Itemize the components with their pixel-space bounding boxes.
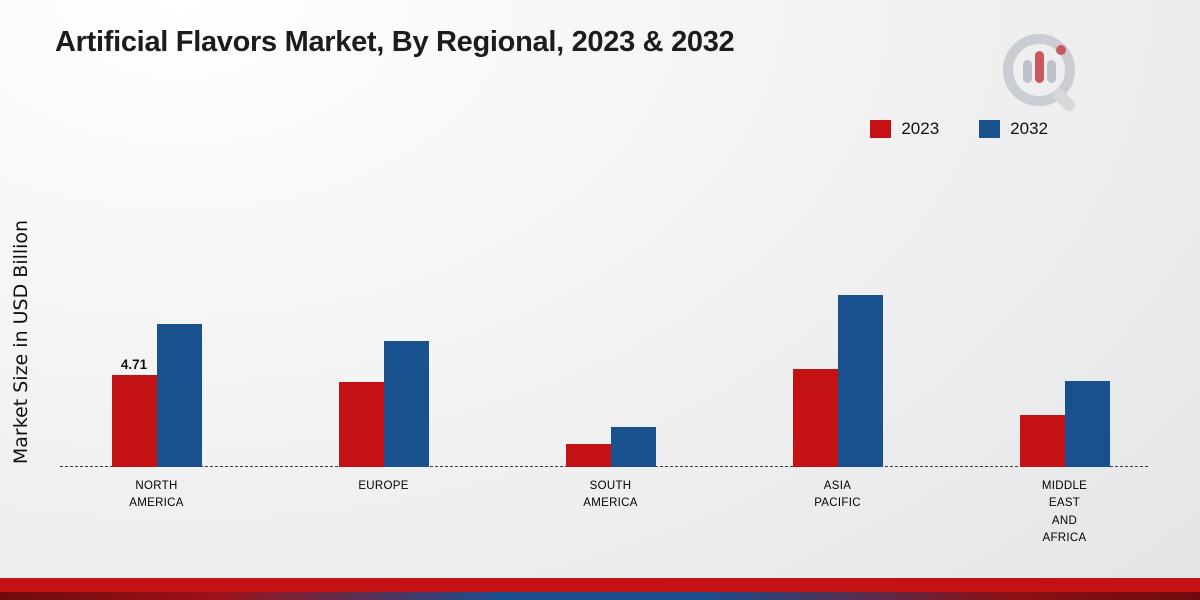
legend-item-2023: 2023 (870, 119, 939, 139)
legend-swatch-2032 (979, 120, 1001, 138)
footer-red-band (0, 578, 1200, 592)
value-label: 4.71 (120, 357, 148, 372)
bar-2023-europe (338, 382, 384, 467)
category-label-north-america: NORTH AMERICA (129, 480, 184, 510)
chart-title: Artificial Flavors Market, By Regional, … (55, 26, 735, 58)
bar-2032-north-america (156, 324, 202, 467)
legend: 2023 2032 (870, 119, 1048, 139)
footer-band (0, 578, 1200, 600)
footer-gradient-strip (0, 592, 1200, 600)
legend-item-2032: 2032 (979, 119, 1048, 139)
brand-logo (999, 30, 1085, 116)
category-label-asia-pacific: ASIA PACIFIC (814, 480, 861, 510)
legend-label-2032: 2032 (1010, 119, 1048, 138)
bar-2032-south-america (610, 427, 656, 467)
bar-2023-middle-east-and-africa (1019, 415, 1065, 467)
bar-2023-asia-pacific (792, 369, 838, 467)
legend-label-2023: 2023 (901, 119, 940, 138)
bar-2032-asia-pacific (837, 295, 883, 467)
category-label-europe: EUROPE (358, 480, 409, 492)
category-label-south-america: SOUTH AMERICA (583, 480, 638, 510)
legend-swatch-2023 (870, 120, 892, 138)
bar-2023-north-america (111, 375, 157, 467)
brand-logo-graphic (1003, 34, 1075, 111)
bar-2032-europe (383, 341, 429, 467)
bar-2032-middle-east-and-africa (1064, 381, 1110, 467)
bar-2023-south-america (565, 444, 611, 467)
category-label-middle-east-and-africa: MIDDLE EAST AND AFRICA (1041, 480, 1088, 544)
